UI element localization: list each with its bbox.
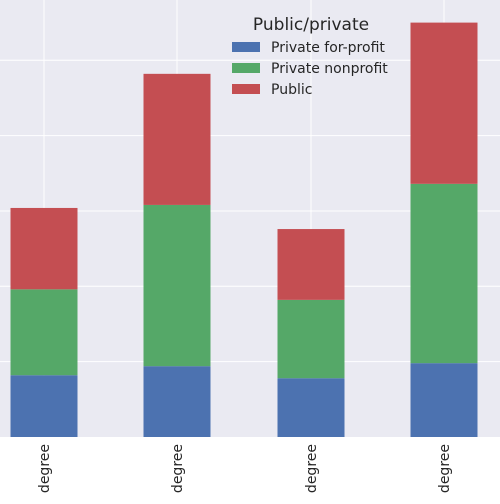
bar-segment <box>410 183 478 364</box>
bar-segment <box>10 375 78 437</box>
x-tick-label: degree <box>437 444 453 493</box>
legend-title: Public/private <box>253 15 369 35</box>
x-tick-label: degree <box>37 444 53 493</box>
legend-label: Public <box>271 82 312 98</box>
legend-swatch <box>232 84 260 94</box>
legend-label: Private for-profit <box>271 40 385 56</box>
bar-segment <box>10 289 78 376</box>
bar-segment <box>143 73 211 205</box>
x-tick-label: degree <box>170 444 186 493</box>
legend-swatch <box>232 42 260 52</box>
legend-label: Private nonprofit <box>271 61 388 77</box>
bar-segment <box>143 366 211 437</box>
bar-segment <box>410 363 478 437</box>
bar-segment <box>10 207 78 290</box>
x-tick-label: degree <box>304 444 320 493</box>
legend: Public/private Private for-profit Private… <box>232 15 388 98</box>
bar-segment <box>410 22 478 184</box>
bar-segment <box>277 299 345 379</box>
bar-segment <box>277 229 345 300</box>
bars <box>10 22 478 437</box>
bar-segment <box>277 378 345 437</box>
bar-segment <box>143 204 211 367</box>
legend-swatch <box>232 63 260 73</box>
x-tick-labels: degree degree degree degree <box>37 444 453 493</box>
